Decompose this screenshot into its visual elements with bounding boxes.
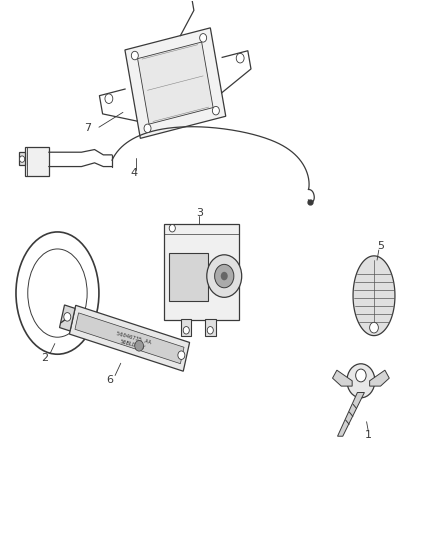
Circle shape [347,364,375,398]
Circle shape [221,272,228,280]
FancyBboxPatch shape [25,147,49,176]
Circle shape [144,124,151,133]
Polygon shape [69,305,190,371]
Circle shape [370,322,378,333]
Text: 2: 2 [41,353,48,363]
FancyBboxPatch shape [181,319,191,336]
Circle shape [131,51,138,60]
Text: 5: 5 [377,241,384,251]
FancyBboxPatch shape [169,253,208,301]
Circle shape [356,369,366,382]
Text: 56BLDTGY: 56BLDTGY [120,339,146,351]
FancyBboxPatch shape [19,152,25,165]
Text: 7: 7 [85,123,92,133]
Circle shape [105,94,113,103]
Circle shape [215,264,234,288]
Polygon shape [338,392,364,436]
Polygon shape [353,256,395,336]
Text: 1: 1 [365,430,372,440]
Circle shape [64,313,71,321]
Text: 56046735 AA: 56046735 AA [116,332,152,346]
FancyBboxPatch shape [205,319,215,336]
Circle shape [183,327,189,334]
Polygon shape [332,370,352,386]
Circle shape [207,255,242,297]
Circle shape [178,351,185,359]
Circle shape [207,327,213,334]
Polygon shape [60,305,75,331]
FancyBboxPatch shape [164,224,239,320]
Polygon shape [138,42,213,124]
Circle shape [135,341,144,351]
Circle shape [169,224,175,232]
Circle shape [236,53,244,63]
Circle shape [19,156,25,163]
Text: 3: 3 [196,208,203,219]
Text: 4: 4 [130,168,138,179]
Text: 6: 6 [106,375,113,385]
Polygon shape [125,28,226,139]
Polygon shape [75,313,184,364]
Circle shape [200,34,207,42]
Polygon shape [370,370,389,386]
Circle shape [212,107,219,115]
